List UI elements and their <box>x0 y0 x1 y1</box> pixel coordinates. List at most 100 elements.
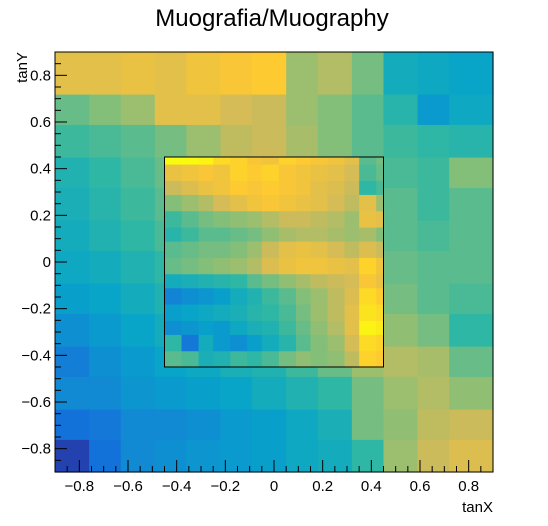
inner-heatmap-cell <box>295 241 312 258</box>
inner-heatmap-cell <box>247 320 263 335</box>
inner-heatmap-cell <box>181 334 200 352</box>
x-tick-label: 0.2 <box>312 478 333 495</box>
heatmap-cell <box>252 409 287 440</box>
x-tick-label: 0.4 <box>361 478 382 495</box>
heatmap-cell <box>286 439 319 473</box>
heatmap-cell <box>55 313 90 347</box>
inner-heatmap-cell <box>278 210 297 228</box>
heatmap-cell <box>120 409 156 440</box>
inner-heatmap-cell <box>376 304 385 321</box>
inner-heatmap-cell <box>213 350 231 368</box>
inner-heatmap-cell <box>344 334 360 352</box>
inner-heatmap-cell <box>181 164 200 181</box>
inner-heatmap-cell <box>198 241 214 258</box>
inner-heatmap-cell <box>327 241 346 258</box>
x-axis: −0.8 −0.6 −0.4 −0.2 0 0.2 0.4 0.6 0.8 <box>54 460 494 495</box>
inner-heatmap-cell <box>344 287 360 305</box>
inner-heatmap-cell <box>344 304 360 321</box>
inner-heatmap-cell <box>230 210 248 228</box>
heatmap-cell <box>55 376 90 410</box>
heatmap-cell <box>383 376 419 410</box>
inner-heatmap-cell <box>278 164 297 181</box>
inner-heatmap-cell <box>213 304 231 321</box>
heatmap-cell <box>220 124 253 158</box>
heatmap-cell <box>252 376 287 410</box>
inner-heatmap-cell <box>181 227 200 242</box>
heatmap-cell <box>120 283 156 314</box>
inner-heatmap-cell <box>376 257 385 275</box>
heatmap-cell <box>351 409 385 440</box>
inner-heatmap-cell <box>247 157 263 165</box>
inner-heatmap-cell <box>261 350 280 368</box>
heatmap-cell <box>89 157 122 188</box>
heatmap-cell <box>449 283 494 314</box>
inner-heatmap-cell <box>376 241 385 258</box>
inner-heatmap-cell <box>278 241 297 258</box>
inner-heatmap-cell <box>359 194 377 212</box>
inner-heatmap-cell <box>295 164 312 181</box>
inner-heatmap-cell <box>278 157 297 165</box>
heatmap-cell <box>383 94 419 125</box>
heatmap-cell <box>286 52 319 95</box>
inner-heatmap-cell <box>198 157 214 165</box>
inner-heatmap-cell <box>198 320 214 335</box>
heatmap-cell <box>120 376 156 410</box>
heatmap-cell <box>220 439 253 473</box>
inner-heatmap-cell <box>213 180 231 195</box>
heatmap-cell <box>252 439 287 473</box>
inner-heatmap-cell <box>230 180 248 195</box>
inner-heatmap-cell <box>198 304 214 321</box>
inner-heatmap-cell <box>327 257 346 275</box>
inner-heatmap-cell <box>327 194 346 212</box>
inner-heatmap-cell <box>230 287 248 305</box>
inner-heatmap-cell <box>261 257 280 275</box>
heatmap-cell <box>154 376 187 410</box>
inner-heatmap-cell <box>359 287 377 305</box>
inner-heatmap-cell <box>213 287 231 305</box>
heatmap-cell <box>351 376 385 410</box>
inner-heatmap-cell <box>359 210 377 228</box>
heatmap-cell <box>186 439 222 473</box>
heatmap-cell <box>120 94 156 125</box>
inner-heatmap-cell <box>376 287 385 305</box>
heatmap-cell <box>417 346 450 377</box>
inner-heatmap-cell <box>344 273 360 289</box>
heatmap-cell <box>120 157 156 188</box>
heatmap-cell <box>417 439 450 473</box>
inner-heatmap-cell <box>247 287 263 305</box>
heatmap-cell <box>383 124 419 158</box>
inner-heatmap-cell <box>198 257 214 275</box>
heatmap-cell <box>89 313 122 347</box>
heatmap-cell <box>120 187 156 221</box>
inner-heatmap-cell <box>278 180 297 195</box>
inner-heatmap-cell <box>327 210 346 228</box>
inner-heatmap-cell <box>359 180 377 195</box>
inner-heatmap-cell <box>164 180 183 195</box>
chart-title: Muografia/Muography <box>155 5 388 32</box>
inner-heatmap-cell <box>213 334 231 352</box>
heatmap-cell <box>317 94 353 125</box>
inner-heatmap-cell <box>247 241 263 258</box>
heatmap-cell <box>449 220 494 251</box>
inner-heatmap-cell <box>198 194 214 212</box>
inner-heatmap-cell <box>213 157 231 165</box>
heatmap-cell <box>154 94 187 125</box>
inner-heatmap-cell <box>376 194 385 212</box>
heatmap-cell <box>55 220 90 251</box>
inner-heatmap-cell <box>310 164 329 181</box>
inner-heatmap-cell <box>198 350 214 368</box>
inner-heatmap-cell <box>247 164 263 181</box>
inner-heatmap-cell <box>310 257 329 275</box>
inner-heatmap-cell <box>230 304 248 321</box>
heatmap-cell <box>120 250 156 284</box>
inner-heatmap-cell <box>344 194 360 212</box>
inner-heatmap-cell <box>359 257 377 275</box>
x-tick-label: −0.6 <box>113 478 143 495</box>
heatmap-cell <box>89 376 122 410</box>
inner-heatmap-cell <box>344 227 360 242</box>
inner-heatmap-cell <box>230 227 248 242</box>
inner-heatmap-cell <box>247 350 263 368</box>
y-tick-label: −0.2 <box>21 301 51 318</box>
heatmap-cell <box>186 409 222 440</box>
